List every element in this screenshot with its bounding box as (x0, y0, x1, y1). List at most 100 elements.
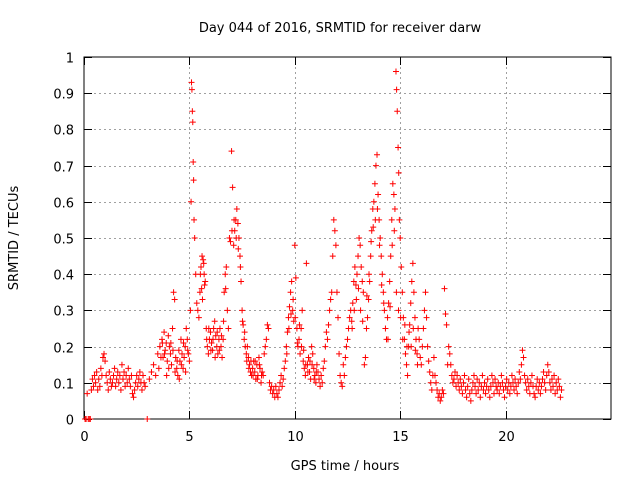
data-point (172, 368, 179, 375)
data-point (318, 372, 325, 379)
data-point (166, 343, 173, 350)
y-tick-label: 0.6 (53, 197, 74, 212)
data-point (501, 394, 508, 401)
data-point (368, 227, 375, 234)
data-point (327, 296, 334, 303)
data-point (416, 336, 423, 343)
data-point (262, 343, 269, 350)
data-point (438, 394, 445, 401)
data-point (397, 314, 404, 321)
data-point (394, 108, 401, 115)
data-point (481, 379, 488, 386)
data-point (287, 289, 294, 296)
data-point (463, 394, 470, 401)
data-point (101, 350, 108, 357)
data-point (441, 285, 448, 292)
data-point (361, 361, 368, 368)
data-point (398, 263, 405, 270)
data-point (431, 372, 438, 379)
data-point (298, 325, 305, 332)
data-point (356, 235, 363, 241)
data-point (125, 365, 132, 372)
data-point (502, 383, 509, 390)
data-point (176, 376, 183, 383)
data-point (138, 387, 145, 394)
data-point (109, 379, 116, 386)
data-point (227, 238, 234, 245)
data-point (264, 321, 271, 328)
data-point (378, 253, 385, 260)
data-point (353, 271, 360, 278)
data-point (311, 372, 318, 379)
data-point (119, 376, 126, 383)
data-point (122, 383, 129, 390)
data-point (343, 343, 350, 350)
data-point (212, 332, 219, 339)
data-point (116, 372, 123, 379)
data-point (455, 379, 462, 386)
data-point (363, 325, 370, 332)
data-point (187, 307, 194, 314)
data-point (189, 119, 196, 126)
data-point (84, 390, 91, 397)
data-point (465, 376, 472, 383)
data-point (534, 376, 541, 383)
data-point (177, 336, 184, 343)
data-point (370, 224, 377, 231)
data-point (190, 158, 197, 165)
data-point (528, 372, 535, 379)
data-point (306, 358, 313, 365)
data-point (406, 329, 413, 336)
data-point (208, 339, 215, 346)
data-point (335, 314, 342, 321)
data-point (391, 206, 398, 213)
data-point (273, 390, 280, 397)
data-point (320, 365, 327, 372)
data-point (266, 379, 273, 386)
data-point (454, 372, 461, 379)
data-point (146, 376, 153, 383)
data-point (241, 336, 248, 343)
data-point (352, 282, 359, 289)
data-point (445, 343, 452, 350)
y-tick-label: 0.7 (53, 161, 74, 176)
y-tick-label: 0.5 (53, 233, 74, 248)
data-point (511, 387, 518, 394)
data-point (393, 289, 400, 296)
data-point (180, 339, 187, 346)
data-point (411, 314, 418, 321)
data-point (330, 216, 337, 223)
data-point (126, 376, 133, 383)
chart-title: Day 044 of 2016, SRMTID for receiver dar… (199, 21, 482, 36)
data-point (282, 358, 289, 365)
data-point (390, 191, 397, 198)
data-point (351, 307, 358, 314)
data-point (427, 379, 434, 386)
data-point (220, 318, 227, 325)
data-point (355, 285, 362, 292)
data-point (289, 307, 296, 314)
data-point (185, 350, 192, 357)
data-point (107, 376, 114, 383)
data-point (446, 350, 453, 357)
data-point (322, 343, 329, 350)
data-point (359, 278, 366, 285)
data-point (133, 372, 140, 379)
data-point (238, 278, 245, 285)
data-point (440, 390, 447, 397)
data-point (123, 372, 130, 379)
data-point (388, 216, 395, 223)
data-point (104, 379, 111, 386)
data-point (226, 235, 233, 241)
data-point (161, 350, 168, 357)
data-point (342, 354, 349, 361)
data-point (522, 379, 529, 386)
data-point (148, 368, 155, 375)
data-point (182, 368, 189, 375)
data-point (448, 372, 455, 379)
data-point (214, 329, 221, 336)
data-point (540, 368, 547, 375)
data-point (447, 361, 454, 368)
data-point (127, 383, 134, 390)
data-point (200, 256, 207, 263)
